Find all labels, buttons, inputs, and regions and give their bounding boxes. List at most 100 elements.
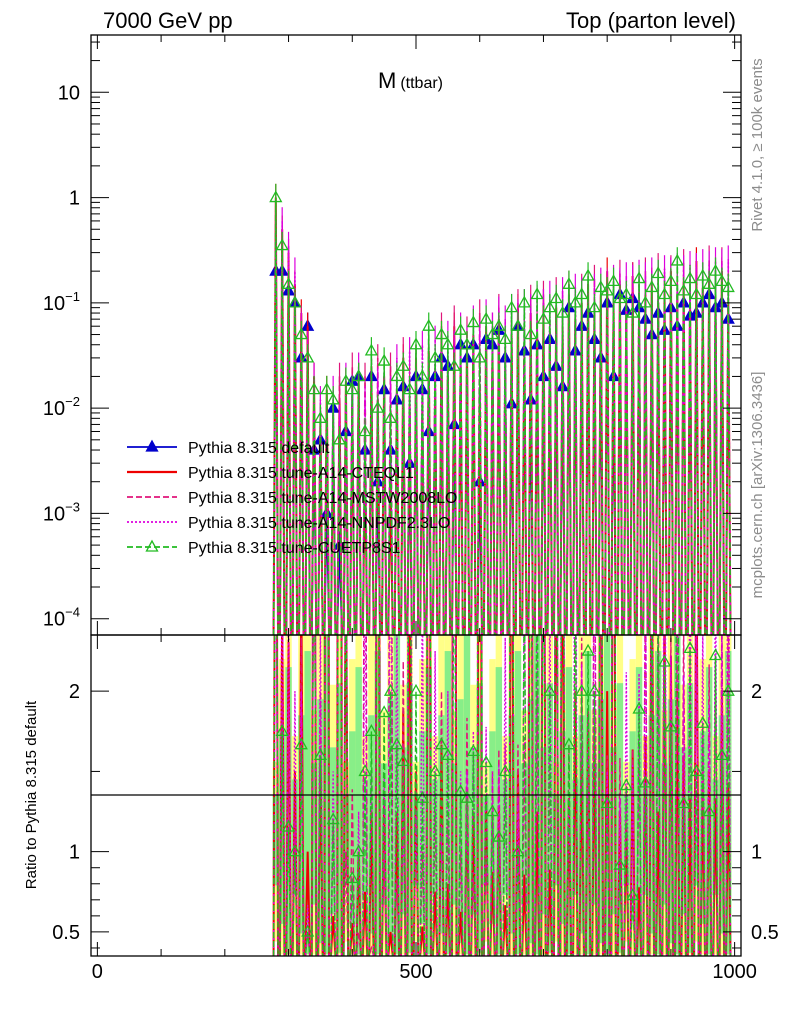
ratio-band-green [521,763,528,905]
ratio-point [595,257,606,267]
data-point [549,291,563,304]
ratio-band-green [553,795,560,886]
data-point [313,410,328,423]
ratio-point [313,748,328,761]
data-point [320,506,334,519]
ratio-point [511,844,525,857]
legend-entry-label: Pythia 8.315 default [188,440,330,457]
data-point [422,318,436,331]
ratio-point [358,764,372,777]
data-point [511,318,525,331]
data-point [326,392,340,405]
data-point [301,350,315,363]
legend-swatch-marker [145,439,159,452]
data-point [696,268,710,281]
ratio-axis-label: Ratio to Pythia 8.315 default [23,700,40,889]
ratio-band-green [342,795,350,886]
ratio-band-green [451,763,458,905]
data-point [294,327,308,340]
ratio-tick-label-right: 0.5 [751,922,779,944]
header-right-label: Top (parton level) [566,8,736,33]
legend: Pythia 8.315 default Pythia 8.315 tune-A1… [127,439,457,557]
ratio-band-green [336,683,343,953]
data-point [466,315,480,328]
data-point [275,238,289,251]
data-point [594,280,608,293]
mcplots-reference-note: mcplots.cern.ch [arXiv:1306.3436] [749,372,766,599]
ratio-point [434,737,449,750]
ratio-point [441,748,455,761]
data-point [377,353,391,366]
ratio-point [383,683,398,696]
ratio-band-green [272,795,279,886]
data-point [664,274,678,287]
data-point [447,358,461,371]
legend-entry-label: Pythia 8.315 tune-CUETP8S1 [188,540,401,557]
ratio-point [345,871,359,884]
data-point [645,280,659,293]
data-point [485,327,500,340]
data-point [517,295,531,308]
data-point [288,295,302,308]
header-left-label: 7000 GeV pp [103,8,233,33]
ratio-band-green [540,747,547,915]
ratio-band-green [361,779,369,896]
ratio-point [377,705,391,718]
ratio-point [626,888,640,901]
y-tick-label: 10 [58,82,80,104]
data-point [683,271,697,284]
data-point [600,283,614,296]
ratio-band-green [387,699,394,944]
ratio-band-green [693,795,700,886]
y-tick-label: 10−2 [43,394,80,420]
ratio-band-green [310,763,318,905]
data-point [715,274,729,287]
ratio-point [677,796,691,809]
data-point [339,373,353,386]
ratio-point [683,641,697,654]
data-point [587,300,602,313]
data-point [543,300,557,313]
ratio-band-green [572,779,579,896]
data-point [606,274,621,287]
data-point [536,311,551,324]
data-point [568,295,582,308]
ratio-tick-label: 2 [69,681,80,703]
data-point [581,268,595,281]
data-point [358,424,372,437]
data-point [651,266,665,279]
ratio-point [498,764,512,777]
ratio-panel-series [272,204,735,956]
ratio-point [460,790,474,803]
ratio-point [288,844,302,857]
ratio-point [396,754,410,767]
ratio-point [696,715,710,728]
data-point [504,300,519,313]
ratio-band-green [559,731,566,924]
ratio-band-green [304,651,311,955]
data-point [626,305,640,318]
data-point [345,382,359,395]
data-point [352,369,366,382]
ratio-band-green [508,715,515,934]
data-point [434,327,449,340]
chart-title-sub: (ttbar) [400,75,443,92]
data-point [441,337,455,350]
ratio-band-green [597,699,604,944]
ratio-band-green [718,715,726,934]
ratio-point [404,204,415,214]
ratio-point [632,701,646,714]
ratio-point [581,643,595,656]
data-point [524,327,538,340]
ratio-point [619,778,633,791]
x-tick-label: 500 [399,961,432,983]
ratio-point [575,683,589,696]
ratio-band-green [355,667,362,955]
data-point [632,271,646,284]
ratio-band-green [654,651,662,955]
legend-entry-label: Pythia 8.315 tune-A14-CTEQL1 [188,465,414,482]
data-point [619,287,633,300]
data-point [721,280,735,293]
data-point [364,343,378,356]
